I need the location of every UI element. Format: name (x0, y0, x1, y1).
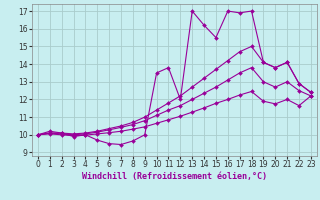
X-axis label: Windchill (Refroidissement éolien,°C): Windchill (Refroidissement éolien,°C) (82, 172, 267, 181)
